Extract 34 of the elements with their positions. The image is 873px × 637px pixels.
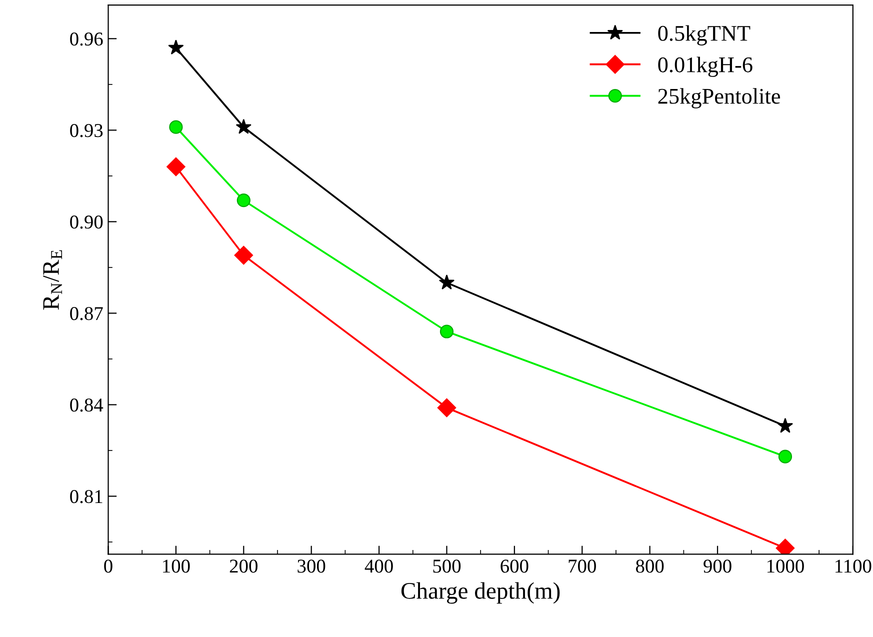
y-tick-label: 0.81 xyxy=(70,490,102,504)
point xyxy=(166,157,186,176)
point xyxy=(438,274,455,290)
x-tick-label: 400 xyxy=(364,560,393,573)
x-tick-label: 600 xyxy=(500,560,528,573)
y-tick-label: 0.93 xyxy=(70,124,103,138)
point xyxy=(437,398,456,418)
x-tick-label: 100 xyxy=(163,560,190,573)
x-tick-label: 900 xyxy=(704,560,732,573)
x-tick-label: 1000 xyxy=(767,560,804,573)
x-tick-label: 500 xyxy=(433,560,461,573)
x-tick-label: 0 xyxy=(104,560,112,573)
point xyxy=(236,118,252,134)
x-tick-label: 200 xyxy=(230,560,258,573)
point xyxy=(168,40,184,55)
point xyxy=(778,450,792,464)
x-tick-label: 700 xyxy=(568,560,596,573)
point xyxy=(236,194,250,208)
point xyxy=(234,246,254,265)
y-axis-title: R$_{N}$/R$_{E}$ xyxy=(43,250,62,310)
x-tick-label: 1100 xyxy=(836,560,872,573)
legend-label: 25kgPentolite xyxy=(658,88,780,108)
legend-label: 0.01kgH-6 xyxy=(658,56,752,77)
y-tick-label: 0.96 xyxy=(70,32,103,46)
y-tick-label: 0.90 xyxy=(70,216,103,229)
legend-label: 0.5kgTNT xyxy=(658,25,750,46)
y-tick-label: 0.87 xyxy=(70,307,103,320)
point xyxy=(440,324,454,338)
x-tick-label: 300 xyxy=(298,560,326,573)
point xyxy=(169,120,183,134)
point xyxy=(777,418,794,433)
y-tick-label: 0.84 xyxy=(70,398,104,412)
x-axis-title: Charge depth(m) xyxy=(401,582,560,604)
x-tick-label: 800 xyxy=(636,560,664,573)
